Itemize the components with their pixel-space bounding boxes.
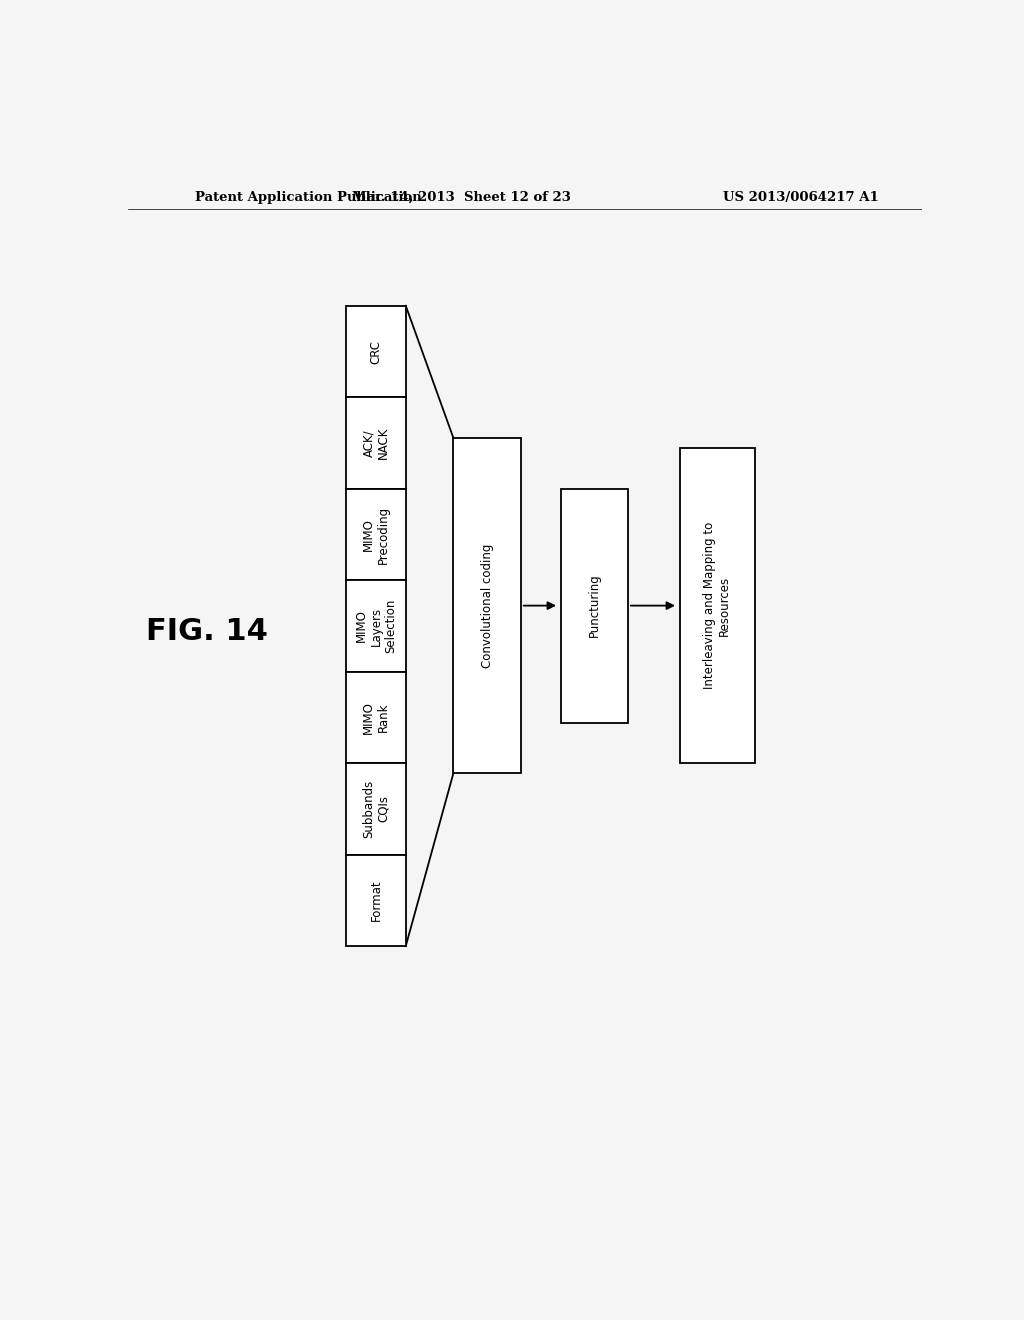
Text: ACK/
NACK: ACK/ NACK: [362, 426, 390, 459]
Text: Subbands
CQIs: Subbands CQIs: [362, 780, 390, 838]
Bar: [346, 763, 406, 854]
Text: FIG. 14: FIG. 14: [146, 616, 268, 645]
Text: US 2013/0064217 A1: US 2013/0064217 A1: [723, 190, 879, 203]
Bar: [346, 306, 406, 397]
Bar: [454, 438, 521, 774]
Bar: [346, 397, 406, 488]
Bar: [346, 854, 406, 946]
Text: Convolutional coding: Convolutional coding: [480, 544, 494, 668]
Text: Format: Format: [370, 879, 383, 921]
Text: Patent Application Publication: Patent Application Publication: [196, 190, 422, 203]
Text: Puncturing: Puncturing: [588, 574, 601, 638]
Bar: [346, 581, 406, 672]
Bar: [680, 447, 755, 763]
Bar: [346, 672, 406, 763]
Text: MIMO
Layers
Selection: MIMO Layers Selection: [354, 599, 397, 653]
Text: MIMO
Rank: MIMO Rank: [362, 701, 390, 734]
Text: MIMO
Precoding: MIMO Precoding: [362, 506, 390, 564]
Bar: [346, 488, 406, 581]
Bar: [560, 488, 628, 722]
Text: Interleaving and Mapping to
Resources: Interleaving and Mapping to Resources: [703, 521, 731, 689]
Text: Mar. 14, 2013  Sheet 12 of 23: Mar. 14, 2013 Sheet 12 of 23: [352, 190, 570, 203]
Text: CRC: CRC: [370, 339, 383, 363]
